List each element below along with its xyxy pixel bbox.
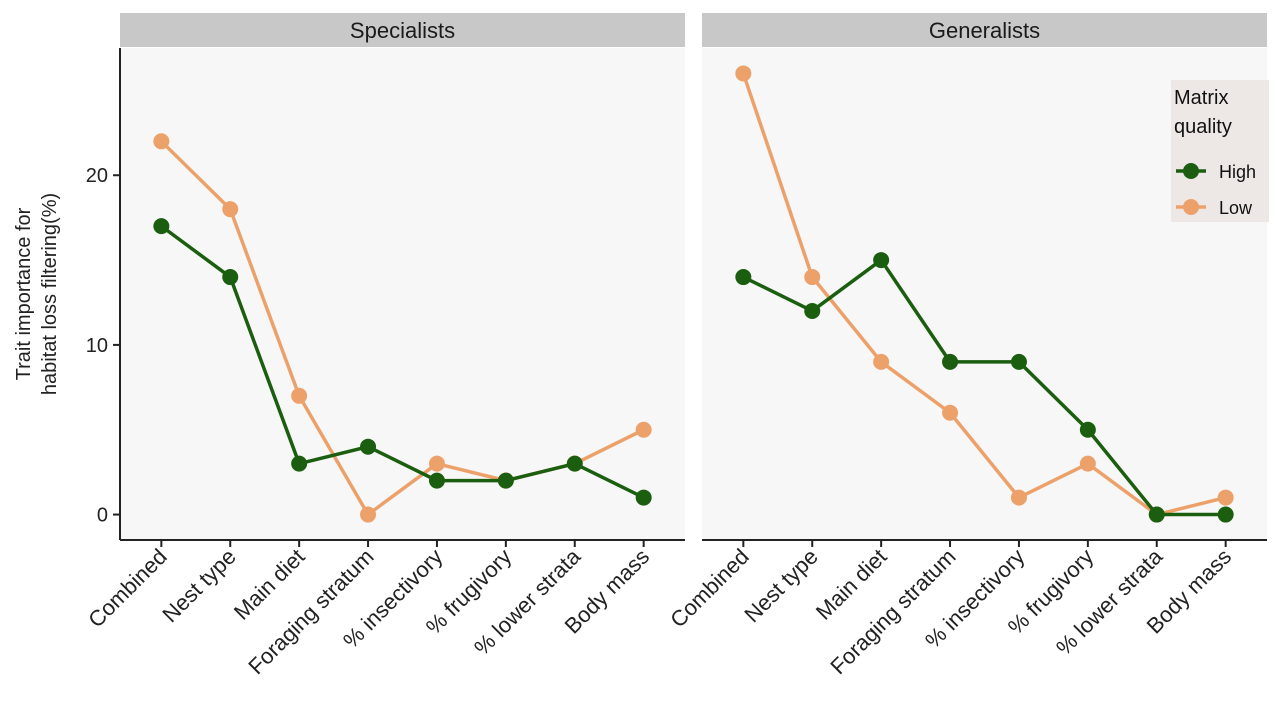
data-point bbox=[942, 353, 959, 370]
data-point bbox=[291, 387, 308, 404]
x-tick-label: Combined bbox=[665, 544, 754, 633]
data-point bbox=[1217, 489, 1234, 506]
data-point bbox=[1010, 489, 1027, 506]
facet-title: Specialists bbox=[350, 18, 455, 43]
data-point bbox=[1010, 353, 1027, 370]
data-point bbox=[1217, 506, 1234, 523]
data-point bbox=[222, 201, 239, 218]
data-point bbox=[804, 302, 821, 319]
legend-item-low: Low bbox=[1176, 198, 1253, 218]
data-point bbox=[1079, 421, 1096, 438]
data-point bbox=[566, 455, 583, 472]
y-axis-label-line: habitat loss filtering(%) bbox=[39, 193, 61, 395]
data-point bbox=[735, 65, 752, 82]
facet-strip bbox=[702, 13, 1267, 47]
y-tick-label: 20 bbox=[86, 165, 108, 187]
data-point bbox=[360, 506, 377, 523]
data-point bbox=[635, 421, 652, 438]
legend-key-point bbox=[1183, 163, 1199, 179]
y-axis-label: Trait importance for habitat loss filteri… bbox=[13, 193, 61, 395]
x-tick-label: Foraging stratum bbox=[825, 544, 960, 679]
data-point bbox=[428, 472, 445, 489]
x-tick-label: Nest type bbox=[157, 544, 240, 627]
series-high bbox=[153, 218, 652, 506]
series-high bbox=[735, 252, 1234, 523]
data-point bbox=[497, 472, 514, 489]
x-tick-label: Foraging stratum bbox=[243, 544, 378, 679]
series-line bbox=[160, 224, 645, 500]
data-point bbox=[222, 269, 239, 286]
data-point bbox=[873, 252, 890, 269]
data-point bbox=[942, 404, 959, 421]
legend-background bbox=[1171, 80, 1269, 222]
y-tick-label: 0 bbox=[97, 505, 108, 527]
x-tick-label: Combined bbox=[83, 544, 172, 633]
data-point bbox=[804, 269, 821, 286]
data-point bbox=[153, 218, 170, 235]
series-line bbox=[741, 72, 1227, 517]
series-line bbox=[742, 258, 1226, 517]
data-point bbox=[1148, 506, 1165, 523]
legend: Matrix quality High Low bbox=[1171, 80, 1269, 222]
series-low bbox=[735, 65, 1234, 523]
x-tick-label: Nest type bbox=[739, 544, 822, 627]
data-point bbox=[1079, 455, 1096, 472]
data-point bbox=[153, 133, 170, 150]
data-point bbox=[291, 455, 308, 472]
data-point bbox=[428, 455, 445, 472]
y-tick-label: 10 bbox=[86, 335, 108, 357]
data-point bbox=[873, 353, 890, 370]
y-axis-label-line: Trait importance for bbox=[13, 207, 35, 380]
legend-key-point bbox=[1183, 199, 1199, 215]
legend-item-high: High bbox=[1176, 162, 1256, 182]
facet-strip bbox=[120, 13, 685, 47]
data-point bbox=[360, 438, 377, 455]
data-point bbox=[735, 269, 752, 286]
data-point bbox=[635, 489, 652, 506]
facet-title: Generalists bbox=[929, 18, 1040, 43]
legend-label: Low bbox=[1219, 198, 1253, 218]
legend-title: Matrix bbox=[1174, 87, 1228, 109]
legend-title: quality bbox=[1174, 116, 1232, 138]
panel-background bbox=[120, 48, 685, 540]
legend-label: High bbox=[1219, 162, 1256, 182]
